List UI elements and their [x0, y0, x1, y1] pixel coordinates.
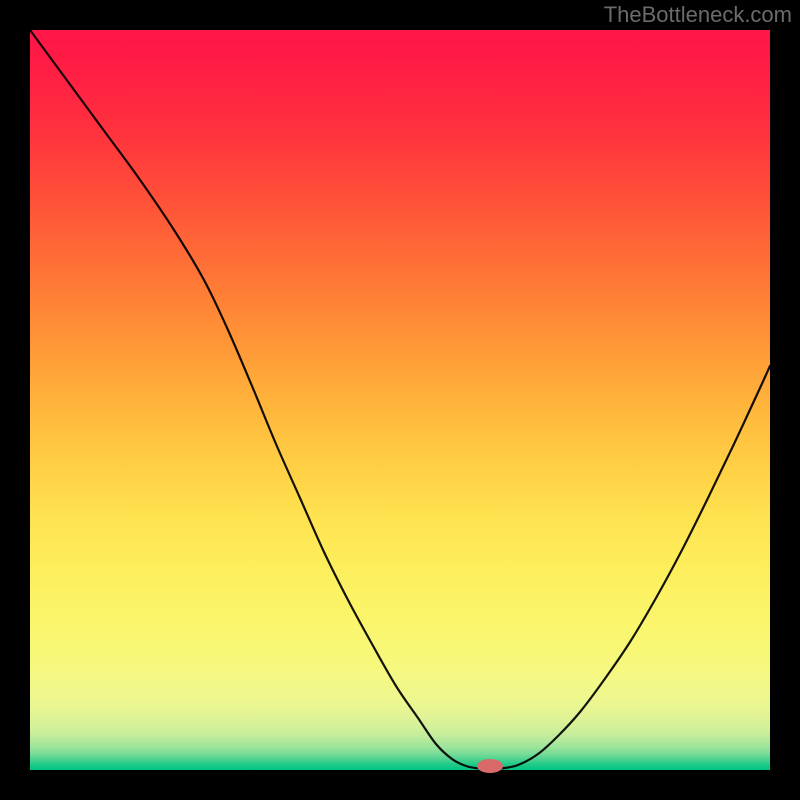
- chart-stage: TheBottleneck.com: [0, 0, 800, 800]
- watermark-text: TheBottleneck.com: [604, 2, 792, 28]
- plot-gradient-background: [30, 30, 770, 770]
- chart-svg: [0, 0, 800, 800]
- min-marker: [477, 759, 503, 773]
